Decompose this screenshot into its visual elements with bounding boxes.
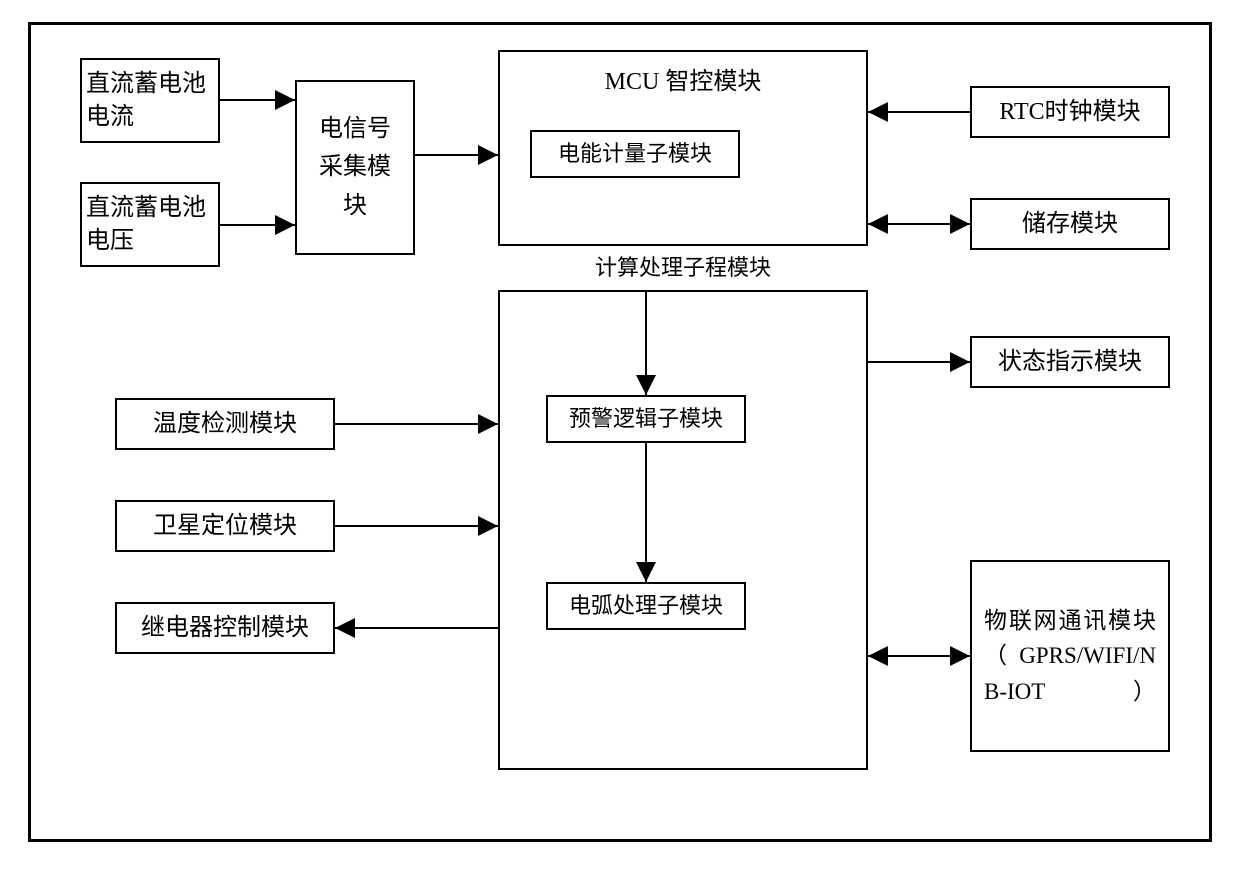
storage-box: 储存模块 bbox=[970, 198, 1170, 250]
status-indicator-box: 状态指示模块 bbox=[970, 336, 1170, 388]
status-indicator-label: 状态指示模块 bbox=[998, 346, 1142, 378]
warning-logic-label: 预警逻辑子模块 bbox=[569, 404, 723, 434]
signal-acquisition-box: 电信号采集模块 bbox=[295, 80, 415, 255]
rtc-clock-box: RTC时钟模块 bbox=[970, 86, 1170, 138]
energy-metering-label: 电能计量子模块 bbox=[558, 139, 712, 169]
temperature-detection-label: 温度检测模块 bbox=[153, 408, 297, 440]
iot-comm-box: 物联网通讯模块（GPRS/WIFI/NB-IOT） bbox=[970, 560, 1170, 752]
rtc-clock-label: RTC时钟模块 bbox=[999, 96, 1140, 128]
dc-current-label: 直流蓄电池电流 bbox=[86, 68, 214, 133]
storage-label: 储存模块 bbox=[1022, 208, 1118, 240]
dc-voltage-label: 直流蓄电池电压 bbox=[86, 192, 214, 257]
temperature-detection-box: 温度检测模块 bbox=[115, 398, 335, 450]
arc-processing-submodule: 电弧处理子模块 bbox=[546, 582, 746, 630]
mcu-title: MCU 智控模块 bbox=[605, 66, 762, 98]
arc-processing-label: 电弧处理子模块 bbox=[569, 591, 723, 621]
signal-acquisition-label: 电信号采集模块 bbox=[317, 110, 394, 225]
calc-processing-label: 计算处理子程模块 bbox=[595, 253, 771, 283]
calc-processing-submodule: 计算处理子程模块 bbox=[498, 244, 868, 292]
satellite-positioning-box: 卫星定位模块 bbox=[115, 500, 335, 552]
energy-metering-submodule: 电能计量子模块 bbox=[530, 130, 740, 178]
relay-control-label: 继电器控制模块 bbox=[141, 612, 309, 644]
dc-current-box: 直流蓄电池电流 bbox=[80, 58, 220, 143]
satellite-positioning-label: 卫星定位模块 bbox=[153, 510, 297, 542]
iot-comm-label: 物联网通讯模块（GPRS/WIFI/NB-IOT） bbox=[976, 597, 1164, 716]
warning-logic-submodule: 预警逻辑子模块 bbox=[546, 395, 746, 443]
relay-control-box: 继电器控制模块 bbox=[115, 602, 335, 654]
dc-voltage-box: 直流蓄电池电压 bbox=[80, 182, 220, 267]
